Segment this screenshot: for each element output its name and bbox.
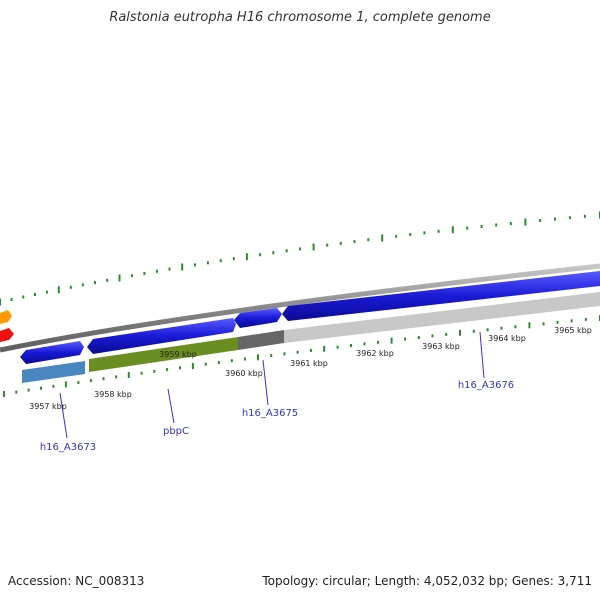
gene-leader-line <box>167 388 175 424</box>
forward-cds-3 <box>234 308 282 328</box>
forward-cds-1 <box>20 341 84 364</box>
reverse-cds-1 <box>22 361 85 383</box>
topology-summary: Topology: circular; Length: 4,052,032 bp… <box>262 574 592 588</box>
gene-label-h16-a3673[interactable]: h16_A3673 <box>40 442 96 453</box>
red-feature <box>0 328 14 342</box>
accession-text: Accession: NC_008313 <box>8 574 145 588</box>
gene-leader-line <box>59 392 68 439</box>
gene-label-h16-a3676[interactable]: h16_A3676 <box>458 380 514 391</box>
scale-label: 3958 kbp <box>94 390 132 399</box>
reverse-cds-4 <box>284 292 600 343</box>
map-title: Ralstonia eutropha H16 chromosome 1, com… <box>109 10 491 25</box>
inner-tick-ring <box>3 315 600 397</box>
backbone <box>0 263 600 353</box>
forward-cds-2 <box>87 318 236 354</box>
gene-leader-line <box>479 331 485 379</box>
gene-label-pbpc[interactable]: pbpC <box>163 426 189 437</box>
scale-label: 3965 kbp <box>554 326 592 335</box>
orange-feature <box>0 310 12 324</box>
forward-cds-4 <box>282 271 600 321</box>
gene-label-h16-a3675[interactable]: h16_A3675 <box>242 408 298 419</box>
gene-labels: h16_A3673 pbpC h16_A3675 h16_A3676 <box>40 331 514 453</box>
scale-labels: 3957 kbp 3958 kbp 3959 kbp 3960 kbp 3961… <box>29 326 592 411</box>
reverse-cds-2 <box>89 337 238 372</box>
scale-label: 3964 kbp <box>488 334 526 343</box>
scale-label: 3957 kbp <box>29 402 67 411</box>
scale-label: 3959 kbp <box>159 350 197 359</box>
reverse-cds-3 <box>238 330 284 350</box>
scale-label: 3962 kbp <box>356 349 394 358</box>
outer-tick-ring <box>0 211 600 306</box>
scale-label: 3963 kbp <box>422 342 460 351</box>
scale-label: 3960 kbp <box>225 369 263 378</box>
gene-leader-line <box>262 359 269 406</box>
scale-label: 3961 kbp <box>290 359 328 368</box>
